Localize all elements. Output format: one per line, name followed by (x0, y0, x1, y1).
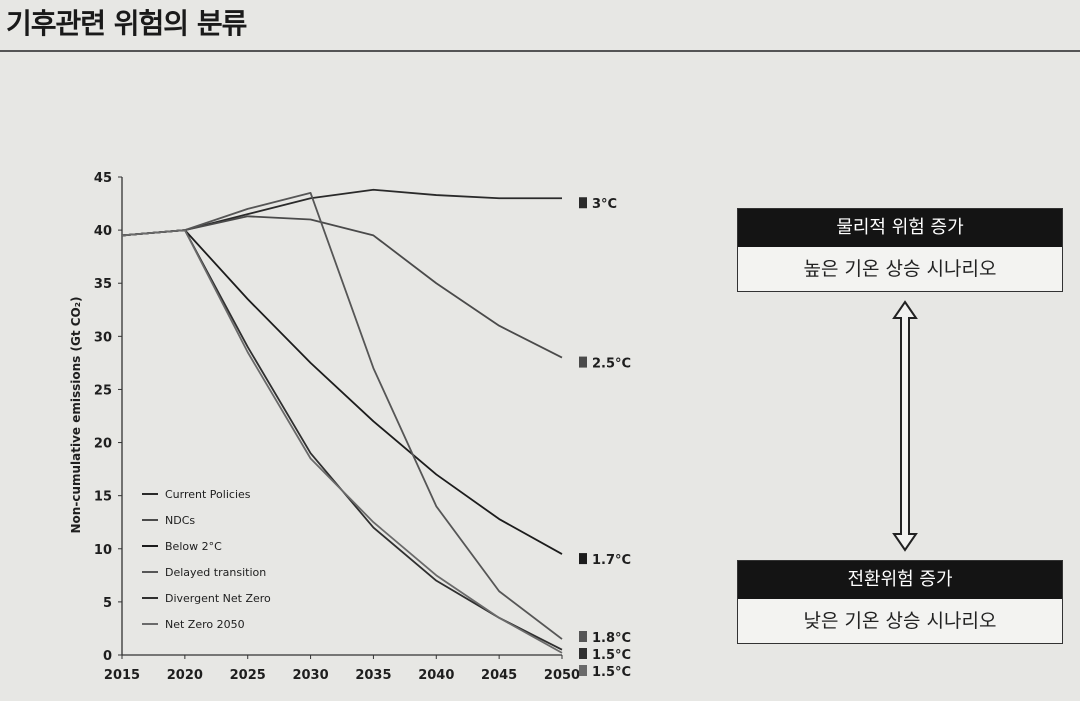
double-arrow-icon (892, 300, 918, 552)
x-tick-label: 2040 (418, 668, 454, 683)
temperature-label: 3°C (592, 197, 617, 212)
chart-legend: Current Policies NDCs Below 2°C Delayed tra… (142, 488, 271, 631)
physical-risk-box: 물리적 위험 증가 높은 기온 상승 시나리오 (737, 208, 1063, 292)
series-line (121, 192, 563, 640)
page-title: 기후관련 위험의 분류 (6, 7, 247, 40)
temperature-marker (579, 356, 587, 368)
y-tick-label: 5 (103, 596, 112, 611)
legend-label: Delayed transition (165, 566, 266, 579)
series-line (121, 229, 563, 555)
legend-label: Net Zero 2050 (165, 618, 245, 631)
temperature-label: 1.8°C (592, 631, 631, 646)
transition-risk-box: 전환위험 증가 낮은 기온 상승 시나리오 (737, 560, 1063, 644)
chart-end-labels: 3°C 2.5°C 1.7°C 1.8°C 1.5°C 1.5°C (579, 197, 631, 680)
temperature-marker (579, 553, 587, 565)
legend-label: Divergent Net Zero (165, 592, 271, 605)
series-line (121, 215, 563, 359)
series-line (121, 229, 563, 654)
x-tick-label: 2035 (355, 668, 391, 683)
y-tick-label: 30 (94, 330, 112, 345)
physical-risk-header: 물리적 위험 증가 (738, 209, 1062, 247)
y-tick-label: 35 (94, 277, 112, 292)
title-divider (0, 50, 1080, 52)
legend-label: NDCs (165, 514, 195, 527)
x-tick-label: 2050 (544, 668, 580, 683)
x-tick-label: 2020 (167, 668, 203, 683)
legend-label: Below 2°C (165, 540, 222, 553)
x-tick-label: 2025 (230, 668, 266, 683)
y-tick-label: 40 (94, 224, 112, 239)
temperature-marker (579, 631, 587, 642)
y-tick-label: 45 (94, 171, 112, 186)
temperature-label: 1.7°C (592, 553, 631, 568)
y-tick-label: 10 (94, 543, 112, 558)
temperature-marker (579, 665, 587, 676)
temperature-label: 1.5°C (592, 665, 631, 680)
y-tick-label: 25 (94, 383, 112, 398)
high-temperature-scenario-text: 높은 기온 상승 시나리오 (803, 258, 997, 280)
y-axis-label: Non-cumulative emissions (Gt CO₂) (69, 297, 83, 534)
legend-label: Current Policies (165, 488, 251, 501)
x-tick-label: 2015 (104, 668, 140, 683)
y-tick-label: 15 (94, 490, 112, 505)
y-tick-label: 0 (103, 649, 112, 664)
low-temperature-scenario-text: 낮은 기온 상승 시나리오 (803, 610, 997, 632)
temperature-marker (579, 648, 587, 659)
temperature-label: 2.5°C (592, 357, 631, 372)
temperature-marker (579, 197, 587, 209)
y-tick-label: 20 (94, 437, 112, 452)
transition-risk-header: 전환위험 증가 (738, 561, 1062, 599)
x-tick-label: 2045 (481, 668, 517, 683)
x-tick-label: 2030 (292, 668, 328, 683)
temperature-label: 1.5°C (592, 648, 631, 663)
chart-lines (121, 188, 563, 654)
